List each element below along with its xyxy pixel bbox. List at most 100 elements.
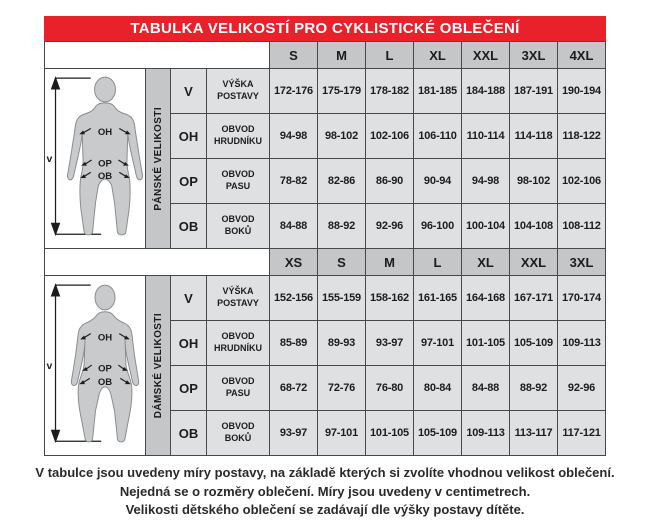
value-cell: 89-93 xyxy=(318,321,365,365)
value-cell: 102-106 xyxy=(558,159,605,203)
size-header-cell: XS xyxy=(270,249,317,275)
value-cell: 98-102 xyxy=(510,159,557,203)
value-cell: 94-98 xyxy=(462,159,509,203)
womens-header-spacer xyxy=(45,249,269,275)
hips-label: OB xyxy=(97,377,111,388)
size-header-cell: 4XL xyxy=(558,42,605,68)
measure-code-cell: OB xyxy=(171,411,206,455)
female-body xyxy=(70,310,139,442)
value-cell: 92-96 xyxy=(366,204,413,248)
mens-group-label: PÁNSKÉ VELIKOSTI xyxy=(152,106,164,211)
value-cell: 105-109 xyxy=(510,321,557,365)
value-cell: 84-88 xyxy=(270,204,317,248)
measure-label-cell: OBVOD PASU xyxy=(207,159,269,203)
size-grid: S M L XL XXL 3XL 4XL v OH OP xyxy=(44,41,606,456)
size-header-cell: L xyxy=(414,249,461,275)
value-cell: 155-159 xyxy=(318,276,365,320)
value-cell: 187-191 xyxy=(510,69,557,113)
measure-code-cell: OH xyxy=(171,114,206,158)
size-header-cell: 3XL xyxy=(510,42,557,68)
value-cell: 117-121 xyxy=(558,411,605,455)
male-head xyxy=(93,76,116,102)
waist-label: OP xyxy=(98,158,112,169)
measure-code-cell: OH xyxy=(171,321,206,365)
mens-group-label-cell: PÁNSKÉ VELIKOSTI xyxy=(146,69,170,248)
value-cell: 88-92 xyxy=(318,204,365,248)
womens-figure-cell: v OH OP OB xyxy=(45,276,145,455)
size-header-cell: M xyxy=(318,42,365,68)
footer-line: V tabulce jsou uvedeny míry postavy, na … xyxy=(35,465,615,480)
footer-note: V tabulce jsou uvedeny míry postavy, na … xyxy=(0,464,650,520)
value-cell: 108-112 xyxy=(558,204,605,248)
value-cell: 105-109 xyxy=(414,411,461,455)
value-cell: 184-188 xyxy=(462,69,509,113)
value-cell: 76-80 xyxy=(366,366,413,410)
value-cell: 82-86 xyxy=(318,159,365,203)
value-cell: 101-105 xyxy=(462,321,509,365)
measure-label-cell: OBVOD BOKŮ xyxy=(207,204,269,248)
womens-group-label: DÁMSKÉ VELIKOSTI xyxy=(152,312,164,419)
male-body xyxy=(66,101,143,235)
height-label: v xyxy=(46,153,52,164)
value-cell: 175-179 xyxy=(318,69,365,113)
footer-line: Nejedná se o rozměry oblečení. Míry jsou… xyxy=(119,483,531,499)
value-cell: 109-113 xyxy=(558,321,605,365)
value-cell: 110-114 xyxy=(462,114,509,158)
value-cell: 167-171 xyxy=(510,276,557,320)
female-body-figure: v OH OP OB xyxy=(46,282,139,443)
value-cell: 93-97 xyxy=(366,321,413,365)
male-body-figure: v OH OP OB xyxy=(46,75,143,236)
measure-label-cell: OBVOD HRUDNÍKU xyxy=(207,114,269,158)
waist-label: OP xyxy=(98,363,112,374)
measure-label-cell: OBVOD BOKŮ xyxy=(207,411,269,455)
measure-label-cell: VÝŠKA POSTAVY xyxy=(207,69,269,113)
value-cell: 100-104 xyxy=(462,204,509,248)
value-cell: 109-113 xyxy=(462,411,509,455)
value-cell: 98-102 xyxy=(318,114,365,158)
value-cell: 94-98 xyxy=(270,114,317,158)
chest-label: OH xyxy=(97,127,111,138)
value-cell: 158-162 xyxy=(366,276,413,320)
womens-group-label-cell: DÁMSKÉ VELIKOSTI xyxy=(146,276,170,455)
footer-line: Velikosti dětského oblečení se zadávají … xyxy=(125,502,525,517)
value-cell: 96-100 xyxy=(414,204,461,248)
measure-code-cell: V xyxy=(171,69,206,113)
value-cell: 170-174 xyxy=(558,276,605,320)
height-label: v xyxy=(46,360,52,371)
value-cell: 84-88 xyxy=(462,366,509,410)
size-header-cell: M xyxy=(366,249,413,275)
mens-header-spacer xyxy=(45,42,269,68)
value-cell: 78-82 xyxy=(270,159,317,203)
value-cell: 68-72 xyxy=(270,366,317,410)
value-cell: 190-194 xyxy=(558,69,605,113)
value-cell: 164-168 xyxy=(462,276,509,320)
size-header-cell: S xyxy=(270,42,317,68)
value-cell: 97-101 xyxy=(414,321,461,365)
value-cell: 88-92 xyxy=(510,366,557,410)
value-cell: 93-97 xyxy=(270,411,317,455)
value-cell: 181-185 xyxy=(414,69,461,113)
mens-figure-cell: v OH OP OB xyxy=(45,69,145,248)
value-cell: 172-176 xyxy=(270,69,317,113)
value-cell: 101-105 xyxy=(366,411,413,455)
value-cell: 102-106 xyxy=(366,114,413,158)
table-title: TABULKA VELIKOSTÍ PRO CYKLISTICKÉ OBLEČE… xyxy=(44,16,606,41)
size-header-cell: S xyxy=(318,249,365,275)
value-cell: 113-117 xyxy=(510,411,557,455)
measure-label-cell: VÝŠKA POSTAVY xyxy=(207,276,269,320)
size-header-cell: L xyxy=(366,42,413,68)
value-cell: 118-122 xyxy=(558,114,605,158)
chest-label: OH xyxy=(97,332,111,343)
measure-code-cell: OB xyxy=(171,204,206,248)
value-cell: 85-89 xyxy=(270,321,317,365)
value-cell: 72-76 xyxy=(318,366,365,410)
value-cell: 80-84 xyxy=(414,366,461,410)
size-header-cell: XL xyxy=(462,249,509,275)
value-cell: 178-182 xyxy=(366,69,413,113)
value-cell: 90-94 xyxy=(414,159,461,203)
value-cell: 114-118 xyxy=(510,114,557,158)
measure-code-cell: OP xyxy=(171,366,206,410)
value-cell: 152-156 xyxy=(270,276,317,320)
value-cell: 97-101 xyxy=(318,411,365,455)
value-cell: 106-110 xyxy=(414,114,461,158)
